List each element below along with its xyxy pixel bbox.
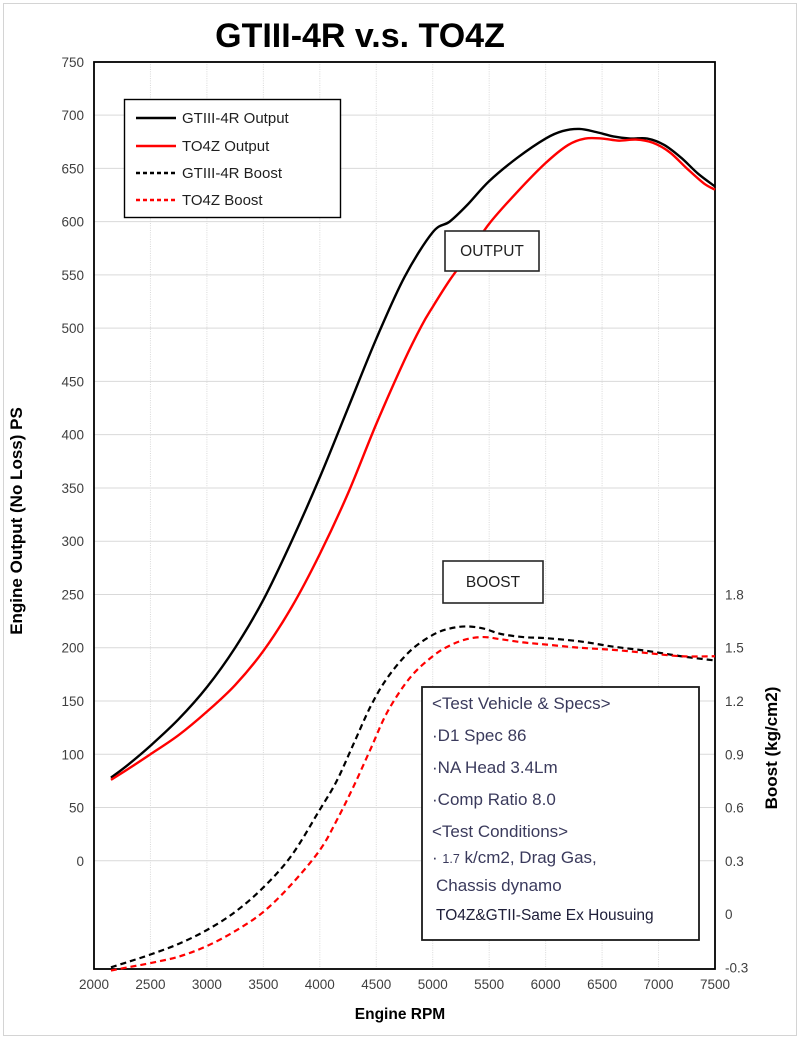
svg-text:TO4Z&GTII-Same Ex Housuing: TO4Z&GTII-Same Ex Housuing	[436, 907, 654, 924]
svg-text:450: 450	[61, 374, 84, 389]
svg-text:<Test Conditions>: <Test Conditions>	[432, 822, 568, 841]
svg-text:3500: 3500	[248, 977, 278, 992]
svg-text:Engine RPM: Engine RPM	[355, 1006, 445, 1023]
svg-text:6000: 6000	[531, 977, 561, 992]
svg-text:7000: 7000	[644, 977, 674, 992]
svg-text:550: 550	[61, 268, 84, 283]
svg-text:Chassis dynamo: Chassis dynamo	[436, 876, 562, 895]
svg-text:TO4Z Boost: TO4Z Boost	[182, 192, 263, 209]
svg-text:TO4Z Output: TO4Z Output	[182, 138, 270, 155]
svg-text:1.2: 1.2	[725, 694, 744, 709]
svg-text:5500: 5500	[474, 977, 504, 992]
svg-text:Engine Output (No Loss) PS: Engine Output (No Loss) PS	[7, 407, 26, 635]
svg-text:350: 350	[61, 481, 84, 496]
svg-text:700: 700	[61, 108, 84, 123]
svg-text:-0.3: -0.3	[725, 960, 748, 975]
svg-text:7500: 7500	[700, 977, 730, 992]
svg-text:2000: 2000	[79, 977, 109, 992]
svg-text:OUTPUT: OUTPUT	[460, 243, 524, 260]
svg-text:200: 200	[61, 641, 84, 656]
svg-text:3000: 3000	[192, 977, 222, 992]
svg-text:6500: 6500	[587, 977, 617, 992]
svg-text:5000: 5000	[418, 977, 448, 992]
svg-text:2500: 2500	[135, 977, 165, 992]
svg-text:GTIII-4R Output: GTIII-4R Output	[182, 110, 290, 127]
svg-text:600: 600	[61, 215, 84, 230]
svg-text:300: 300	[61, 534, 84, 549]
svg-text:0.3: 0.3	[725, 854, 744, 869]
svg-text:0.9: 0.9	[725, 747, 744, 762]
svg-text:0.6: 0.6	[725, 801, 744, 816]
svg-text:250: 250	[61, 587, 84, 602]
svg-text:·NA Head 3.4Lm: ·NA Head 3.4Lm	[432, 758, 558, 777]
svg-text:0: 0	[725, 907, 733, 922]
svg-text:<Test Vehicle & Specs>: <Test Vehicle & Specs>	[432, 694, 611, 713]
svg-text:650: 650	[61, 161, 84, 176]
svg-text:BOOST: BOOST	[466, 574, 521, 591]
svg-text:1.8: 1.8	[725, 587, 744, 602]
svg-text:4000: 4000	[305, 977, 335, 992]
svg-text:150: 150	[61, 694, 84, 709]
svg-text:50: 50	[69, 801, 84, 816]
svg-text:·D1 Spec 86: ·D1 Spec 86	[432, 726, 527, 745]
svg-text:GTIII-4R Boost: GTIII-4R Boost	[182, 165, 283, 182]
svg-text:4500: 4500	[361, 977, 391, 992]
svg-text:·Comp Ratio 8.0: ·Comp Ratio 8.0	[432, 790, 556, 809]
svg-text:400: 400	[61, 428, 84, 443]
svg-text:1.5: 1.5	[725, 641, 744, 656]
svg-text:500: 500	[61, 321, 84, 336]
svg-text:100: 100	[61, 747, 84, 762]
svg-text:0: 0	[76, 854, 84, 869]
svg-text:750: 750	[61, 55, 84, 70]
svg-text:Boost (kg/cm2): Boost (kg/cm2)	[762, 687, 781, 810]
